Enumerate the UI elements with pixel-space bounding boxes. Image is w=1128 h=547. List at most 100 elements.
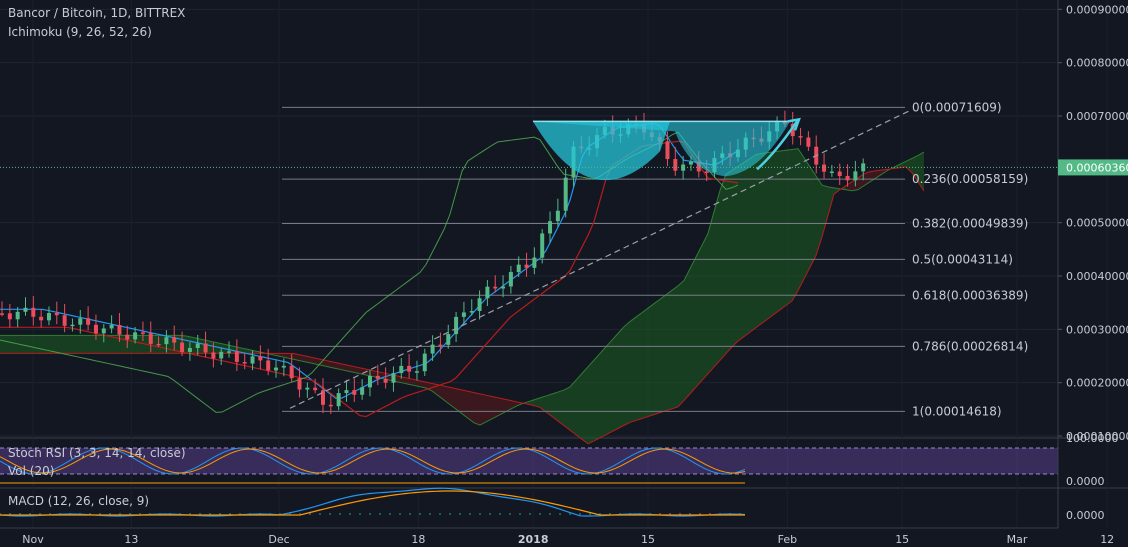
candle-body xyxy=(798,136,803,138)
candle-body xyxy=(258,356,263,361)
candle-body xyxy=(532,257,537,268)
candle-body xyxy=(320,390,325,405)
indicator-label[interactable]: Ichimoku (9, 26, 52, 26) xyxy=(8,25,152,39)
fib-level-label: 0.786(0.00026814) xyxy=(912,339,1028,353)
candle-body xyxy=(336,393,341,407)
candle-body xyxy=(673,159,678,171)
x-tick-label: 12 xyxy=(1100,533,1114,546)
cloud-bull xyxy=(894,152,924,191)
candle-body xyxy=(461,312,466,317)
chart-title: Bancor / Bitcoin, 1D, BITTREX xyxy=(8,6,186,20)
fib-level-label: 0.382(0.00049839) xyxy=(912,217,1028,231)
current-price-badge xyxy=(1058,159,1128,176)
stoch-rsi-band xyxy=(0,448,1058,474)
candle-body xyxy=(446,334,451,345)
breakout-arrow-shaft xyxy=(756,120,799,171)
trendline-dashed xyxy=(289,109,913,409)
candle-body xyxy=(195,343,200,349)
candle-body xyxy=(313,387,318,391)
candle-body xyxy=(845,175,850,181)
candle-body xyxy=(563,177,568,211)
fib-level-label: 0.236(0.00058159) xyxy=(912,172,1028,186)
candle-body xyxy=(140,332,145,334)
candle-body xyxy=(508,272,513,287)
candle-body xyxy=(266,360,271,371)
breakout-arrow-head xyxy=(787,117,801,131)
fib-level-label: 0.618(0.00036389) xyxy=(912,288,1028,302)
candle-body xyxy=(187,348,192,352)
senkou-span-a xyxy=(0,148,925,426)
x-tick-label: Nov xyxy=(22,533,44,546)
candle-body xyxy=(806,137,811,147)
y-tick-label: 0.00070000 xyxy=(1066,110,1128,123)
candle-body xyxy=(46,313,51,321)
stoch-tick-label: 0.0000 xyxy=(1066,475,1105,488)
candle-body xyxy=(117,324,122,335)
candle-body xyxy=(438,344,443,347)
candle-body xyxy=(407,365,412,372)
x-tick-label: 15 xyxy=(641,533,655,546)
candle-body xyxy=(101,328,106,334)
candle-body xyxy=(430,344,435,354)
candle-body xyxy=(289,365,294,379)
stoch-rsi-label[interactable]: Stoch RSI (3, 3, 14, 14, close) xyxy=(8,446,186,460)
candle-body xyxy=(477,298,482,312)
stoch-k-line xyxy=(0,447,746,475)
candle-body xyxy=(493,286,498,289)
candle-body xyxy=(219,351,224,359)
candle-body xyxy=(23,307,28,312)
candle-body xyxy=(790,123,795,137)
macd-label[interactable]: MACD (12, 26, close, 9) xyxy=(8,494,150,508)
candle-body xyxy=(203,343,208,353)
candle-body xyxy=(86,318,91,325)
candle-body xyxy=(391,373,396,383)
y-tick-label: 0.00090000 xyxy=(1066,3,1128,16)
candle-body xyxy=(125,334,130,340)
price-axis[interactable]: 0.00090000 0.00080000 0.00070000 0.00050000… xyxy=(1057,0,1128,528)
candle-body xyxy=(305,387,310,390)
candle-body xyxy=(93,324,98,334)
candle-body xyxy=(7,313,12,320)
candle-body xyxy=(367,375,372,388)
annotations xyxy=(0,109,1058,409)
candle-body xyxy=(54,313,59,316)
indicator-panes xyxy=(0,447,1058,517)
candle-body xyxy=(665,141,670,160)
candle-body xyxy=(62,315,67,326)
candle-body xyxy=(837,171,842,176)
candle-body xyxy=(156,343,161,346)
candle-body xyxy=(39,316,44,321)
candle-body xyxy=(516,264,521,273)
candle-body xyxy=(375,375,380,379)
candle-body xyxy=(688,161,693,165)
candle-body xyxy=(0,313,4,315)
cloud-bull xyxy=(528,148,846,444)
stoch-d-line xyxy=(0,448,746,474)
y-tick-label: 0.00020000 xyxy=(1066,377,1128,390)
macd-tick-label: 0.0000 xyxy=(1066,509,1105,522)
candle-body xyxy=(853,171,858,181)
cup-shape-right xyxy=(533,121,790,177)
candle-body xyxy=(422,353,427,372)
time-axis[interactable]: Nov 13 Dec 18 2018 15 Feb 15 Mar 12 xyxy=(0,527,1114,546)
candle-body xyxy=(524,264,529,268)
y-tick-label: 0.00080000 xyxy=(1066,57,1128,70)
candle-body xyxy=(274,367,279,371)
candle-body xyxy=(861,163,866,172)
volume-label[interactable]: Vol (20) xyxy=(8,464,55,478)
candle-body xyxy=(399,365,404,374)
candle-body xyxy=(297,378,302,390)
candle-body xyxy=(704,171,709,173)
candle-body xyxy=(352,390,357,395)
cloud-bear xyxy=(270,353,528,426)
y-tick-label: 0.00050000 xyxy=(1066,217,1128,230)
x-tick-label: 13 xyxy=(124,533,138,546)
senkou-span-b xyxy=(0,166,925,445)
x-tick-label: 15 xyxy=(895,533,909,546)
candle-body xyxy=(829,171,834,174)
candle-body xyxy=(164,337,169,345)
candle-body xyxy=(360,387,365,395)
candle-body xyxy=(548,221,553,234)
